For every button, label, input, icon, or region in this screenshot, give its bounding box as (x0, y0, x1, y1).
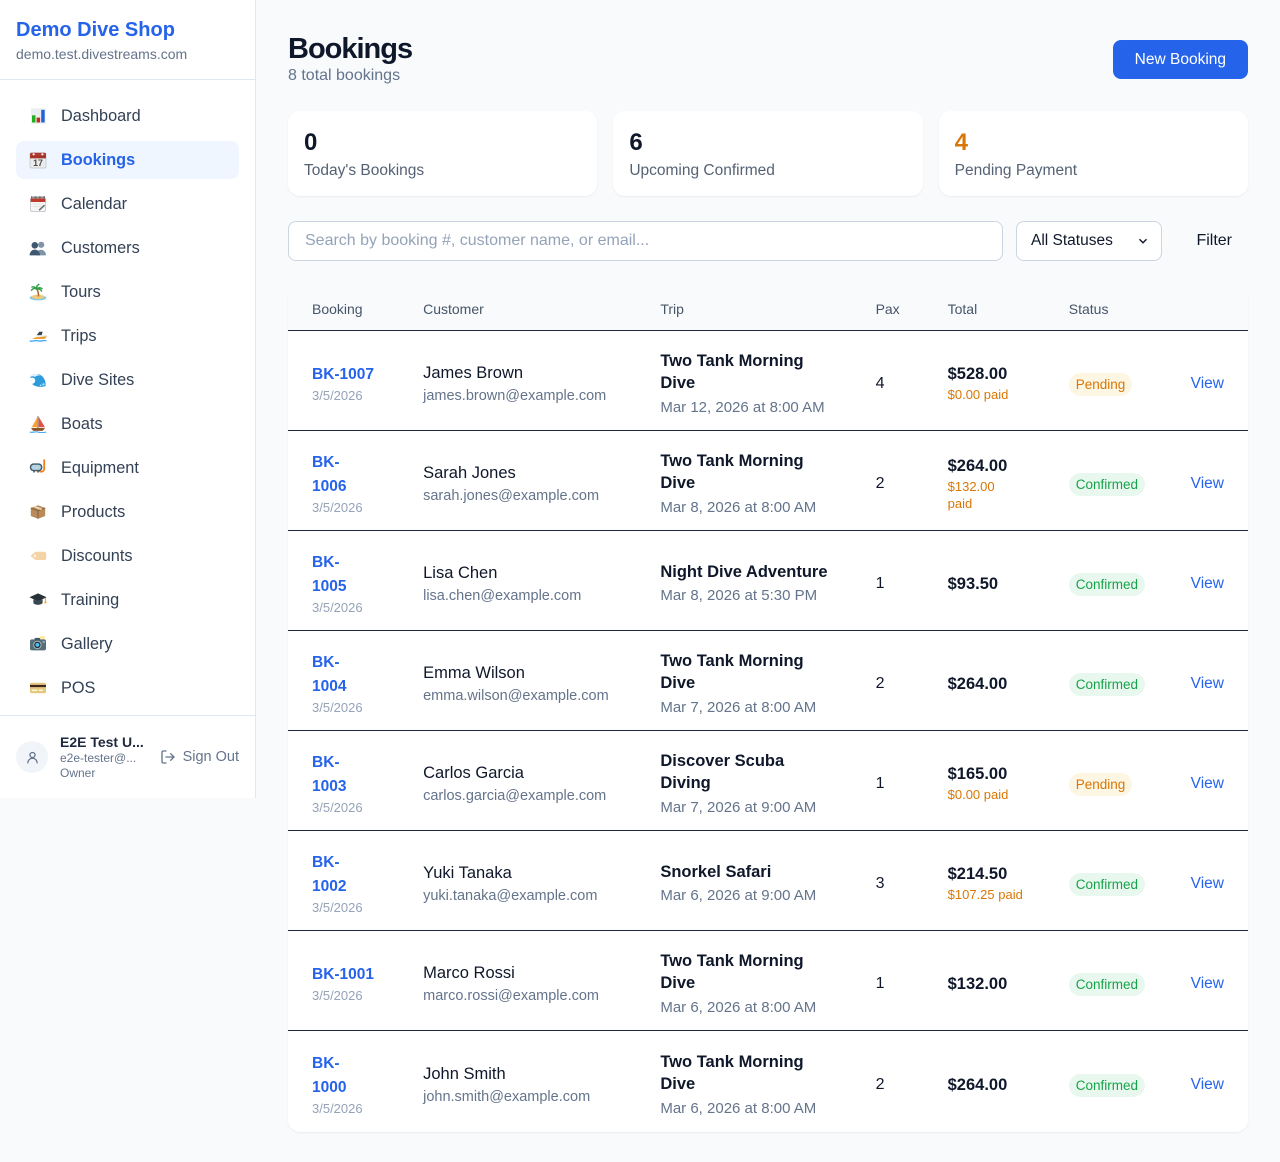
svg-text:17: 17 (33, 158, 43, 168)
